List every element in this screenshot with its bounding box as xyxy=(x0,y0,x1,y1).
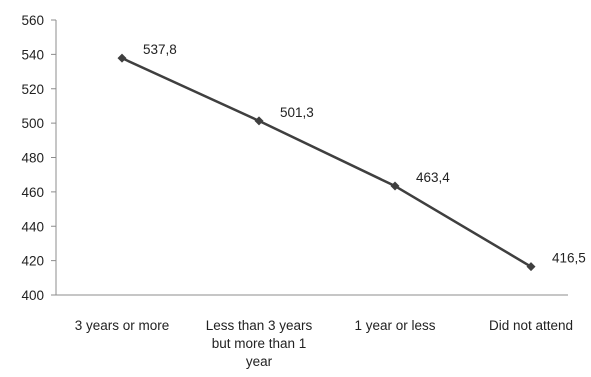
x-category-label-line: year xyxy=(246,354,273,369)
x-category-label-line: Less than 3 years xyxy=(206,318,313,333)
y-tick-label: 520 xyxy=(21,82,44,97)
data-label-layer: 537,8 501,3 463,4 416,5 xyxy=(143,42,586,265)
data-point-marker xyxy=(526,262,536,272)
y-tick-label: 500 xyxy=(21,116,44,131)
data-point-marker xyxy=(254,116,264,126)
data-label: 537,8 xyxy=(143,42,177,57)
y-tick-label: 540 xyxy=(21,47,44,62)
x-category-label-line: but more than 1 xyxy=(212,336,307,351)
series-layer xyxy=(117,53,536,272)
x-category-label-line: 1 year or less xyxy=(354,318,435,333)
x-category-label: Did not attend xyxy=(489,318,573,333)
data-label: 463,4 xyxy=(416,170,450,185)
y-tick-label: 560 xyxy=(21,13,44,28)
data-point-marker xyxy=(117,53,127,63)
series-line xyxy=(121,57,532,268)
x-category-label-line: 3 years or more xyxy=(75,318,170,333)
data-label: 501,3 xyxy=(280,105,314,120)
y-tick-label: 460 xyxy=(21,185,44,200)
x-axis: 3 years or more Less than 3 years but more… xyxy=(56,294,573,369)
data-point-marker xyxy=(390,181,400,191)
y-tick-label: 420 xyxy=(21,254,44,269)
data-label: 416,5 xyxy=(552,251,586,266)
y-tick-label: 400 xyxy=(21,288,44,303)
y-axis: 400 420 440 460 480 500 520 540 560 xyxy=(21,13,57,303)
x-category-label-line: Did not attend xyxy=(489,318,573,333)
x-category-label: 3 years or more xyxy=(75,318,170,333)
x-category-label: 1 year or less xyxy=(354,318,435,333)
y-tick-label: 480 xyxy=(21,151,44,166)
y-tick-label: 440 xyxy=(21,219,44,234)
x-category-label: Less than 3 years but more than 1 year xyxy=(206,318,313,369)
